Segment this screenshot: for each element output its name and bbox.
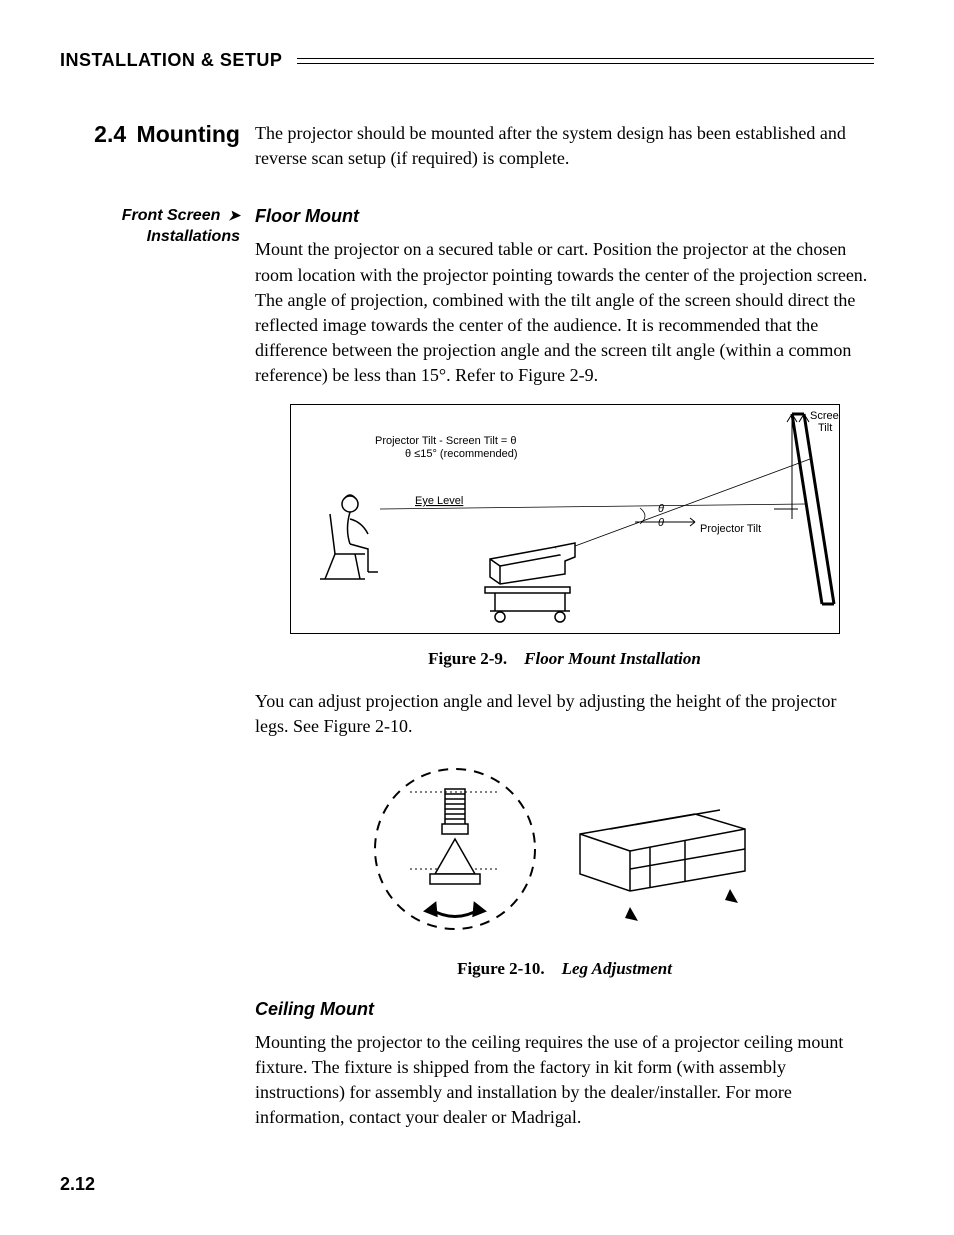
figure-2-10-caption: Figure 2-10. Leg Adjustment — [255, 959, 874, 979]
section-intro-text: The projector should be mounted after th… — [255, 121, 874, 171]
section-title-text: Mounting — [137, 121, 240, 147]
header-title: INSTALLATION & SETUP — [60, 50, 297, 71]
fig29-proj-tilt: Projector Tilt — [700, 523, 761, 535]
fig29-eye-level: Eye Level — [415, 495, 463, 507]
figure-2-9: Screen Tilt Eye Level Projector Tilt θ θ — [255, 404, 874, 639]
section-intro-row: 2.4 Mounting The projector should be mou… — [60, 121, 874, 171]
figure-2-10-svg — [360, 754, 770, 944]
fig29-number: Figure 2-9. — [428, 649, 507, 668]
ceiling-mount-para1: Mounting the projector to the ceiling re… — [255, 1030, 874, 1131]
page: INSTALLATION & SETUP 2.4 Mounting The pr… — [0, 0, 954, 1235]
fig29-title: Floor Mount Installation — [524, 649, 701, 668]
fig29-screen-tilt-1: Screen — [810, 410, 840, 422]
fig29-theta2: θ — [658, 517, 664, 529]
fig210-number: Figure 2-10. — [457, 959, 545, 978]
floor-mount-row: Front Screen ➤ Installations Floor Mount… — [60, 206, 874, 1130]
sidebar-front-screen: Front Screen ➤ Installations — [60, 206, 255, 248]
floor-mount-para2: You can adjust projection angle and leve… — [255, 689, 874, 739]
section-left-col: 2.4 Mounting — [60, 121, 255, 148]
floor-mount-content: Floor Mount Mount the projector on a sec… — [255, 206, 874, 1130]
page-number: 2.12 — [60, 1174, 95, 1195]
floor-mount-para1: Mount the projector on a secured table o… — [255, 237, 874, 388]
floor-mount-heading: Floor Mount — [255, 206, 874, 227]
ceiling-mount-heading: Ceiling Mount — [255, 999, 874, 1020]
fig29-theta1: θ — [658, 503, 664, 515]
sidebar-line1: Front Screen ➤ — [60, 206, 240, 227]
sidebar-sub1-line1: Front Screen — [122, 207, 221, 224]
page-header: INSTALLATION & SETUP — [60, 50, 874, 71]
arrow-icon: ➤ — [224, 207, 240, 223]
figure-2-10 — [255, 754, 874, 949]
figure-2-9-caption: Figure 2-9. Floor Mount Installation — [255, 649, 874, 669]
fig29-formula: Projector Tilt - Screen Tilt = θ — [375, 435, 517, 447]
fig29-screen-tilt-2: Tilt — [818, 422, 832, 434]
fig210-title: Leg Adjustment — [562, 959, 672, 978]
header-rule — [297, 58, 874, 64]
section-number: 2.4 — [94, 121, 126, 147]
fig29-rec: θ ≤15° (recommended) — [405, 448, 518, 460]
sidebar-sub1-line2: Installations — [60, 227, 240, 248]
figure-2-9-svg: Screen Tilt Eye Level Projector Tilt θ θ — [290, 404, 840, 634]
